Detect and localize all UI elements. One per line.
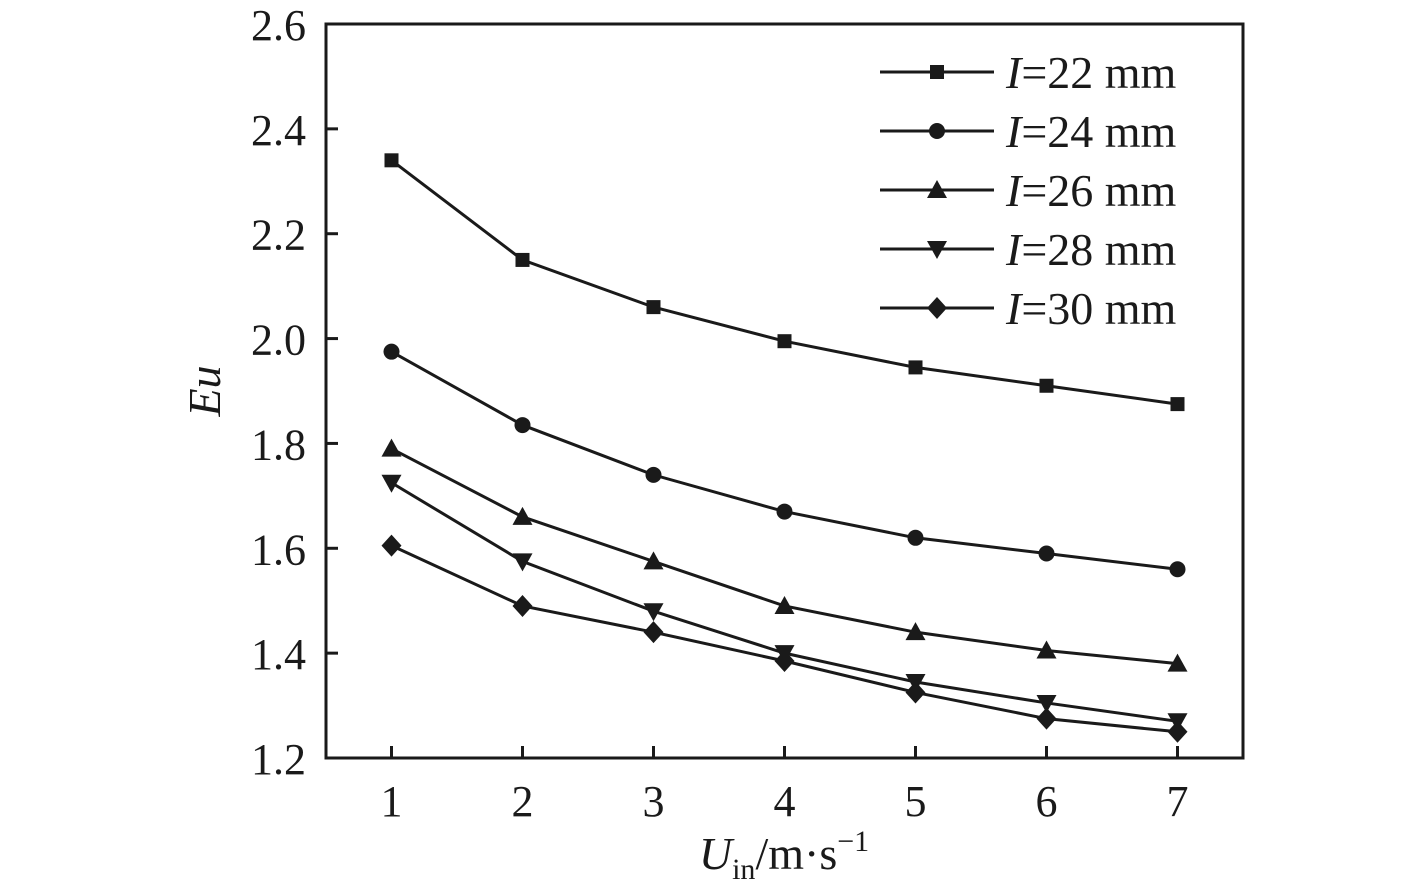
legend-label-value: =22 mm — [1021, 47, 1176, 98]
y-tick-label: 1.2 — [251, 735, 306, 784]
legend-marker — [927, 241, 947, 259]
legend: I=22 mmI=24 mmI=26 mmI=28 mmI=30 mm — [880, 47, 1177, 334]
x-axis-label-subscript: in — [732, 853, 755, 886]
series-3 — [381, 438, 1188, 672]
y-tick-label: 2.4 — [251, 106, 306, 155]
data-point — [512, 594, 533, 617]
x-axis-label-superscript: −1 — [837, 825, 869, 858]
x-tick-label: 5 — [905, 777, 927, 826]
data-point — [381, 438, 402, 457]
data-point — [1170, 397, 1185, 412]
legend-label: I=26 mm — [1005, 165, 1177, 216]
series-1 — [384, 153, 1185, 412]
y-tick-label: 2.0 — [251, 316, 306, 365]
data-point — [774, 595, 795, 614]
legend-marker — [927, 180, 947, 198]
data-point — [907, 529, 924, 546]
data-point — [645, 466, 662, 483]
data-point — [905, 622, 926, 641]
x-tick-label: 3 — [643, 777, 665, 826]
data-point — [1038, 545, 1055, 562]
legend-label: I=24 mm — [1005, 106, 1177, 157]
y-axis-label: Eu — [179, 365, 230, 417]
data-point — [643, 603, 664, 622]
legend-label: I=28 mm — [1005, 224, 1177, 275]
data-point — [776, 503, 793, 520]
data-point — [1039, 378, 1054, 393]
data-point — [908, 360, 923, 375]
legend-label: I=22 mm — [1005, 47, 1177, 98]
legend-marker — [929, 123, 945, 139]
x-tick-label: 6 — [1036, 777, 1058, 826]
legend-item: I=28 mm — [880, 224, 1177, 275]
legend-item: I=22 mm — [880, 47, 1177, 98]
y-tick-label: 2.6 — [251, 1, 306, 50]
legend-label-value: =24 mm — [1021, 106, 1176, 157]
x-axis-ticks: 1 2 3 4 5 6 7 — [381, 746, 1189, 826]
x-tick-label: 1 — [381, 777, 403, 826]
data-point — [774, 650, 795, 673]
data-point — [512, 553, 533, 572]
legend-label-variable: I — [1005, 224, 1024, 275]
x-tick-label: 4 — [774, 777, 796, 826]
x-axis-label: Uin/m·s−1 — [699, 825, 869, 886]
y-tick-label: 1.8 — [251, 420, 306, 469]
legend-label-value: =28 mm — [1021, 224, 1176, 275]
data-point — [1036, 694, 1057, 713]
data-point — [1036, 707, 1057, 730]
legend-item: I=24 mm — [880, 106, 1177, 157]
legend-item: I=30 mm — [880, 283, 1177, 334]
legend-label-value: =26 mm — [1021, 165, 1176, 216]
x-tick-label: 7 — [1167, 777, 1189, 826]
legend-marker — [930, 65, 944, 79]
data-point — [514, 417, 531, 434]
x-tick-label: 2 — [512, 777, 534, 826]
legend-label-variable: I — [1005, 47, 1024, 98]
data-point — [515, 252, 530, 267]
data-point — [646, 300, 661, 315]
legend-item: I=26 mm — [880, 165, 1177, 216]
legend-label-variable: I — [1005, 165, 1024, 216]
legend-label-variable: I — [1005, 106, 1024, 157]
data-point — [1167, 720, 1188, 743]
legend-label-value: =30 mm — [1021, 283, 1176, 334]
data-point — [905, 681, 926, 704]
series-layer — [381, 153, 1188, 743]
data-point — [383, 343, 400, 360]
data-point — [643, 621, 664, 644]
data-point — [777, 334, 792, 349]
data-point — [1167, 653, 1188, 672]
legend-marker — [927, 297, 947, 319]
legend-label: I=30 mm — [1005, 283, 1177, 334]
x-axis-label-main: U — [699, 828, 735, 879]
data-point — [381, 474, 402, 493]
y-tick-label: 1.4 — [251, 630, 306, 679]
data-point — [1036, 640, 1057, 659]
data-point — [384, 153, 399, 168]
series-5 — [381, 534, 1188, 743]
data-point — [512, 506, 533, 525]
series-line — [390, 350, 1178, 571]
legend-label-variable: I — [1005, 283, 1024, 334]
data-point — [643, 551, 664, 570]
y-tick-label: 1.6 — [251, 525, 306, 574]
data-point — [1169, 561, 1186, 578]
data-point — [381, 534, 402, 557]
y-axis-ticks: 1.2 1.4 1.6 1.8 2.0 2.2 2.4 2.6 — [251, 1, 338, 784]
series-2 — [383, 343, 1186, 578]
y-tick-label: 2.2 — [251, 211, 306, 260]
x-axis-label-units: /m·s — [755, 828, 837, 879]
